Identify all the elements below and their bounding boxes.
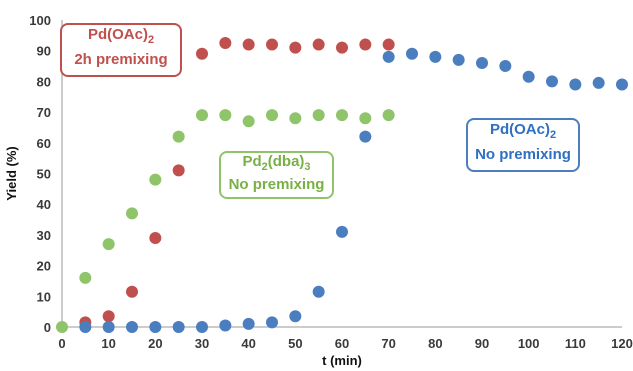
y-tick-label: 50 (37, 167, 51, 182)
data-point (382, 50, 395, 63)
data-point (359, 130, 372, 143)
x-tick-label: 30 (195, 336, 209, 351)
tick-labels: 0 10 20 30 40 50 60 70 80 90 100 110 120 0 10 20 30 40 50 6… (29, 13, 633, 351)
data-point (382, 38, 395, 51)
data-point (219, 109, 232, 122)
x-tick-label: 70 (381, 336, 395, 351)
data-point (149, 321, 162, 333)
data-point (289, 310, 302, 323)
data-point (126, 321, 138, 333)
y-axis-title: Yield (%) (4, 146, 19, 200)
data-point (79, 321, 92, 333)
data-point (429, 50, 442, 63)
data-point (102, 321, 115, 333)
data-point (102, 238, 115, 251)
data-point (616, 78, 628, 91)
data-point (312, 38, 325, 51)
data-point (242, 38, 255, 51)
x-tick-label: 80 (428, 336, 442, 351)
data-point (149, 231, 162, 244)
x-tick-label: 100 (518, 336, 540, 351)
series-1 (56, 109, 395, 333)
data-point (149, 173, 162, 186)
data-point (312, 109, 325, 122)
data-point (289, 112, 302, 125)
y-tick-label: 60 (37, 136, 51, 151)
y-tick-label: 70 (37, 105, 51, 120)
data-point (79, 271, 92, 284)
data-point (56, 321, 68, 333)
data-point (172, 164, 185, 177)
data-point (242, 115, 255, 128)
data-point (266, 109, 278, 122)
x-tick-label: 40 (241, 336, 255, 351)
y-tick-label: 100 (29, 13, 51, 28)
data-point (382, 109, 395, 122)
data-point (102, 310, 115, 323)
data-point (289, 41, 302, 54)
x-tick-label: 0 (58, 336, 65, 351)
data-point (172, 321, 185, 333)
series-2 (79, 47, 628, 333)
data-point (266, 38, 278, 51)
x-tick-label: 110 (565, 336, 586, 351)
y-tick-label: 80 (37, 74, 51, 89)
data-point (242, 317, 255, 330)
data-point (219, 37, 232, 50)
data-point (359, 112, 372, 125)
data-point (499, 60, 512, 73)
data-point (336, 109, 348, 122)
data-point (359, 38, 372, 51)
y-tick-label: 10 (37, 289, 51, 304)
data-points (56, 37, 628, 333)
x-tick-label: 10 (101, 336, 115, 351)
y-tick-label: 30 (37, 228, 51, 243)
data-point (406, 47, 418, 60)
series-0 (79, 37, 395, 329)
series-label-pd2dba3-no-premixing: Pd2(dba)3 No premixing (219, 151, 334, 199)
series-label-pdoac2-no-premixing: Pd(OAc)2 No premixing (466, 118, 580, 172)
data-point (569, 78, 582, 91)
data-point (126, 207, 138, 220)
y-tick-label: 20 (37, 259, 51, 274)
data-point (219, 319, 232, 332)
x-tick-label: 50 (288, 336, 302, 351)
x-tick-label: 90 (475, 336, 489, 351)
x-axis-title: t (min) (322, 353, 362, 368)
data-point (592, 76, 605, 89)
data-point (196, 321, 208, 333)
x-tick-label: 20 (148, 336, 162, 351)
y-tick-label: 0 (44, 320, 51, 335)
data-point (336, 225, 348, 238)
x-tick-label: 120 (611, 336, 633, 351)
data-point (312, 285, 325, 298)
y-tick-label: 40 (37, 197, 51, 212)
data-point (522, 70, 535, 83)
data-point (266, 316, 278, 329)
data-point (546, 75, 558, 88)
y-tick-label: 90 (37, 44, 51, 59)
data-point (196, 47, 208, 60)
series-label-pdoac2-premixing: Pd(OAc)2 2h premixing (60, 23, 182, 77)
x-tick-label: 60 (335, 336, 349, 351)
data-point (196, 109, 208, 122)
data-point (476, 56, 488, 69)
data-point (172, 130, 185, 143)
data-point (336, 41, 348, 54)
data-point (126, 285, 138, 298)
data-point (452, 53, 465, 66)
